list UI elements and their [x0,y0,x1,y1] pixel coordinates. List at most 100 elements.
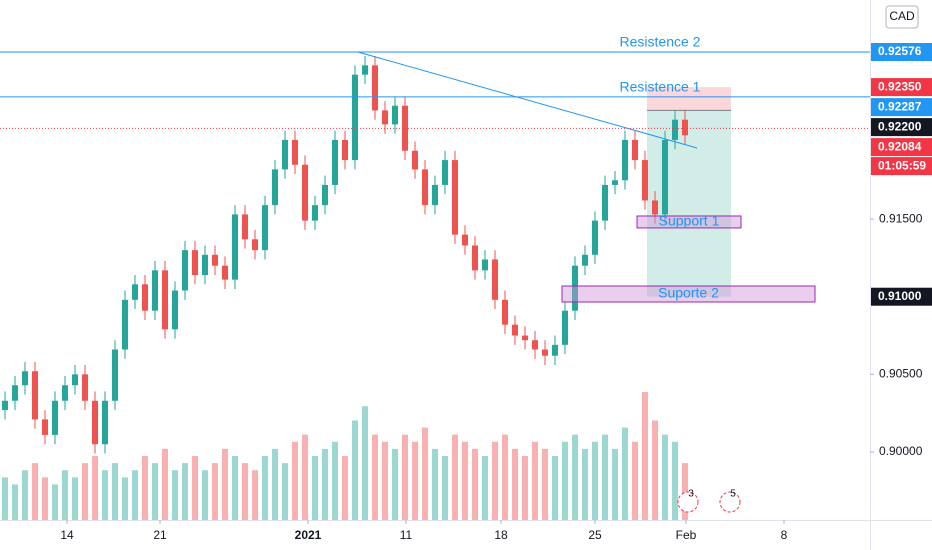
event-label: 3 [688,489,694,500]
volume-bar [642,392,648,520]
volume-bar [182,463,188,520]
volume-bar [412,441,418,520]
candle-body [562,310,568,345]
candle-body [452,160,458,235]
price-tag-label: 0.92576 [878,44,922,58]
candle-body [442,160,448,185]
candle-body [122,299,128,350]
candle-body [72,374,78,386]
candle-body [392,105,398,125]
volume-bar [632,441,638,520]
x-tick-label: 18 [494,528,508,542]
level-label: Resistence 2 [620,34,701,50]
volume-bar [82,463,88,520]
volume-bar [202,470,208,520]
candle-body [602,184,608,221]
volume-bar [72,477,78,520]
candle-body [322,184,328,206]
volume-bar [372,434,378,520]
countdown-label: 01:05:59 [878,158,926,172]
volume-bar [172,470,178,520]
volume-bar [482,456,488,520]
volume-bar [442,456,448,520]
candle-body [372,65,378,111]
x-tick-label: 11 [400,528,413,542]
candle-body [492,259,498,300]
candle-body [22,371,28,386]
price-tag-label: 0.92084 [878,139,922,153]
price-tag [871,43,932,62]
volume-bar [492,441,498,520]
y-tick-label: 0.91500 [879,211,923,225]
volume-bar [322,448,328,520]
position-target [647,110,731,297]
currency-box[interactable] [885,5,919,29]
candle-body [32,371,38,420]
candle-body [622,139,628,181]
volume-bar [542,448,548,520]
candle-body [522,335,528,341]
volume-bar [672,441,678,520]
candle-body [502,299,508,325]
candle-body [252,239,258,251]
volume-bar [582,448,588,520]
candle-body [42,419,48,435]
volume-bar [352,420,358,520]
countdown-tag [871,157,932,176]
candle-body [172,290,178,330]
y-tick-label: 0.90500 [879,367,923,381]
candle-body [412,150,418,170]
volume-bar [312,456,318,520]
volume-bar [532,441,538,520]
candle-body [672,119,678,140]
candle-body [112,349,118,401]
volume-bar [22,470,28,520]
candle-body [482,259,488,271]
candle-body [162,270,168,330]
candle-body [202,254,208,275]
volume-bar [402,434,408,520]
price-tag [871,78,932,97]
x-tick-label: 25 [588,528,602,542]
event-marker[interactable] [719,491,741,513]
volume-bar [192,456,198,520]
volume-bar [652,420,658,520]
candle-body [132,284,138,300]
candle-body [192,250,198,275]
volume-bar [62,470,68,520]
candle-body [292,139,298,165]
candle-body [312,205,318,221]
candle-body [642,160,648,201]
volume-bar [212,463,218,520]
volume-bar [512,448,518,520]
candle-body [682,119,688,136]
candle-body [632,139,638,161]
volume-bar [472,448,478,520]
volume-bar [552,456,558,520]
candle-body [182,250,188,291]
currency[interactable]: CAD [889,9,915,23]
candle-body [272,169,278,206]
volume-bar [2,477,8,520]
candle-body [552,344,558,356]
volume-bar [342,456,348,520]
volume-bar [602,434,608,520]
candle-body [102,400,108,445]
volume-bar [262,456,268,520]
candle-body [152,270,158,311]
zone-label: Suporte 2 [658,285,719,301]
candle-body [542,349,548,356]
event-marker[interactable] [677,491,699,513]
volume-bar [392,448,398,520]
price-tag-label: 0.91000 [878,289,922,303]
candle-body [282,139,288,170]
volume-bar [42,477,48,520]
candle-body [512,324,518,336]
candle-body [242,214,248,240]
volume-bar [132,470,138,520]
volume-bar [452,434,458,520]
volume-bar [382,441,388,520]
volume-bar [462,441,468,520]
candle-body [92,400,98,445]
